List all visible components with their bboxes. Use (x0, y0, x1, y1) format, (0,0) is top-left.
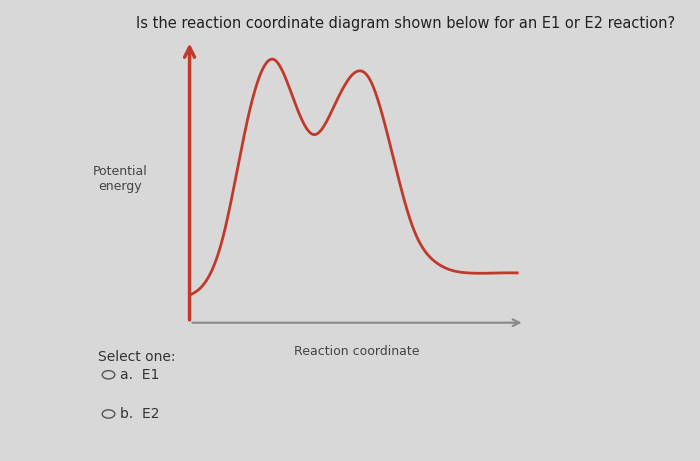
Text: Select one:: Select one: (98, 350, 176, 364)
Text: b.  E2: b. E2 (120, 407, 160, 421)
Text: Is the reaction coordinate diagram shown below for an E1 or E2 reaction?: Is the reaction coordinate diagram shown… (136, 16, 676, 31)
Text: a.  E1: a. E1 (120, 368, 160, 382)
Text: Reaction coordinate: Reaction coordinate (294, 345, 420, 358)
Text: Potential
energy: Potential energy (93, 165, 148, 193)
